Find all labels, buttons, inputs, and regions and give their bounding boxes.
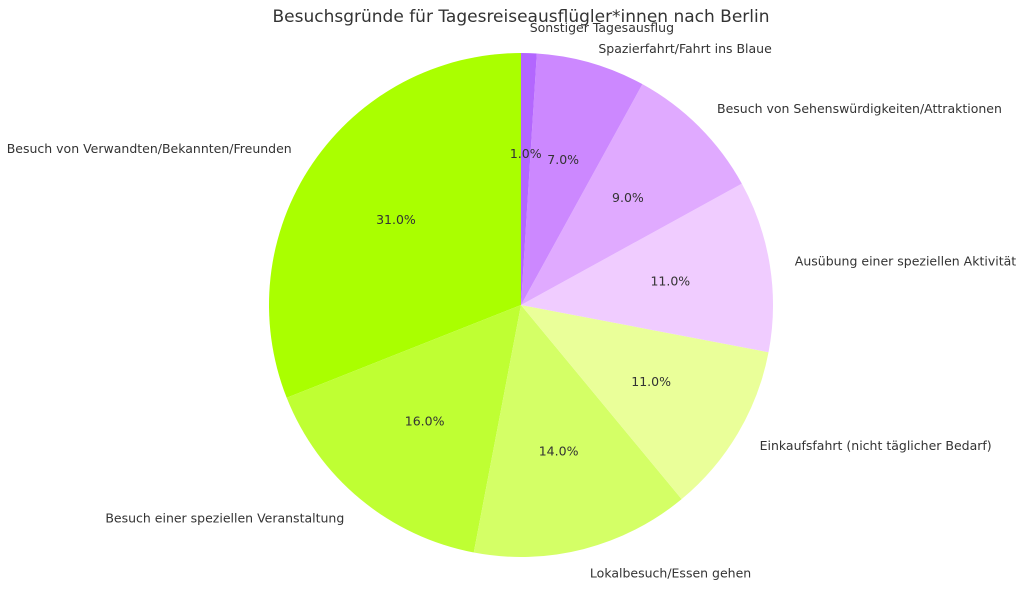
- pie-slice-aus-bung-einer-speziellen-aktivit-t: [521, 183, 773, 353]
- slice-percent-label: 31.0%: [376, 212, 416, 227]
- pie-slice-lokalbesuch-essen-gehen: [473, 305, 682, 557]
- slice-category-label: Ausübung einer speziellen Aktivität: [795, 254, 1016, 269]
- slice-percent-label: 7.0%: [547, 152, 579, 167]
- pie-slice-besuch-einer-speziellen-veranstaltung: [286, 305, 521, 553]
- pie-labels: 31.0% Besuch von Verwandten/Bekannten/Fre…: [7, 20, 1017, 581]
- pie-slice-einkaufsfahrt-nicht-t-glicher-bedarf: [521, 305, 769, 500]
- slice-category-label: Spazierfahrt/Fahrt ins Blaue: [598, 41, 772, 56]
- slice-category-label: Einkaufsfahrt (nicht täglicher Bedarf): [760, 438, 992, 453]
- pie-slice-sonstiger-tagesausflug: [521, 53, 537, 305]
- slice-category-label: Besuch von Verwandten/Bekannten/Freunden: [7, 141, 292, 156]
- slice-percent-label: 14.0%: [539, 443, 579, 458]
- slice-category-label: Sonstiger Tagesausflug: [530, 20, 674, 35]
- slice-percent-label: 11.0%: [631, 374, 671, 389]
- slice-percent-label: 9.0%: [612, 190, 644, 205]
- slice-category-label: Besuch von Sehenswürdigkeiten/Attraktion…: [717, 101, 1002, 116]
- pie-slice-spazierfahrt-fahrt-ins-blaue: [521, 53, 643, 305]
- pie-slice-besuch-von-verwandten-bekannten-freunden: [268, 53, 521, 398]
- pie-slices: [268, 53, 773, 557]
- slice-category-label: Lokalbesuch/Essen gehen: [590, 565, 751, 580]
- slice-percent-label: 16.0%: [405, 414, 445, 429]
- slice-percent-label: 1.0%: [510, 146, 542, 161]
- slice-category-label: Besuch einer speziellen Veranstaltung: [105, 511, 344, 526]
- slice-percent-label: 11.0%: [650, 273, 690, 288]
- pie-slice-besuch-von-sehensw-rdigkeiten-attraktionen: [521, 84, 742, 305]
- chart-title: Besuchsgründe für Tagesreiseausflügler*i…: [272, 7, 769, 27]
